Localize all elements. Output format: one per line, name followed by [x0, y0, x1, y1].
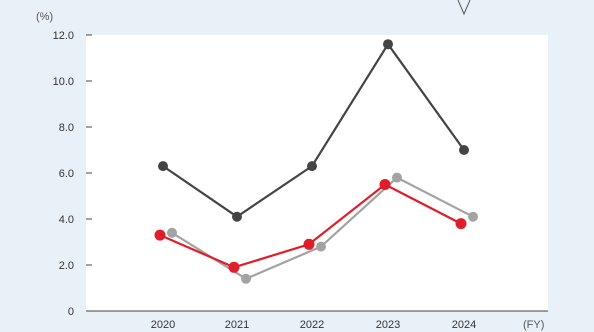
series-2-point: [241, 273, 251, 284]
x-axis-unit-label: (FY): [523, 319, 544, 331]
y-tick-label: 6.0: [59, 168, 74, 180]
y-axis: 0 2.0 4.0 6.0 8.0 10.0 12.0: [53, 30, 92, 318]
y-tick-label: 12.0: [53, 30, 74, 42]
y-tick-label: 4.0: [59, 214, 74, 226]
x-tick-label: 2023: [376, 319, 400, 331]
x-tick-label: 2022: [300, 319, 324, 331]
series-group: [154, 39, 478, 284]
series-1-point: [158, 161, 168, 172]
x-axis: 2020 2021 2022 2023 2024: [86, 310, 548, 331]
series-2-point: [392, 172, 402, 183]
series-2-point: [316, 241, 326, 252]
plot-area: [86, 35, 548, 311]
y-tick-label: 8.0: [59, 122, 74, 134]
series-2-point: [468, 211, 478, 222]
series-1-point: [459, 145, 469, 155]
series-1-point: [232, 211, 242, 222]
series-3-point: [455, 218, 467, 230]
y-tick-label: 10.0: [53, 76, 74, 88]
series-3-point: [228, 261, 240, 273]
series-3-point: [379, 179, 391, 190]
series-1-point: [383, 39, 393, 50]
chevron-down-icon: [457, 0, 471, 16]
y-tick-label: 0: [68, 306, 74, 318]
x-tick-label: 2020: [151, 319, 175, 331]
series-2: [167, 172, 478, 284]
series-3: [154, 179, 467, 273]
series-3-point: [154, 229, 166, 241]
series-3-point: [303, 238, 315, 250]
series-2-point: [167, 227, 177, 238]
y-axis-unit-label: (%): [36, 11, 53, 23]
x-tick-label: 2021: [225, 319, 249, 331]
y-tick-label: 2.0: [59, 260, 74, 272]
series-1-point: [307, 161, 317, 172]
series-1: [158, 39, 469, 222]
x-tick-label: 2024: [452, 319, 476, 331]
